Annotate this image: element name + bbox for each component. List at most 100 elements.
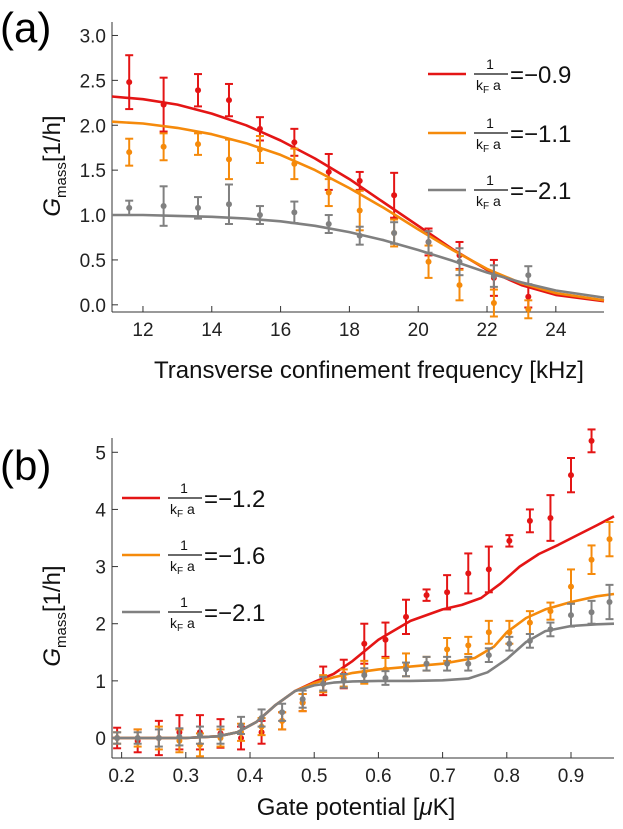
series-2-data-point [299,696,306,703]
legend-den-k: k [170,558,178,574]
legend-fraction-numerator: 1 [180,537,188,553]
y-tick-label: 0.0 [80,296,106,317]
series-1-data-point [126,149,133,156]
series-2-data-point [485,652,492,659]
series-2-data-point [465,660,472,667]
x-tick-label: 20 [408,320,429,341]
series-2-data-point [258,715,265,721]
series-2-data-point [196,732,203,739]
series-1-data-point [588,556,595,563]
x-tick-label: 0.4 [237,766,264,787]
series-0-data-point [361,640,368,647]
series-2-data-point [176,733,183,740]
legend-fraction-numerator: 1 [486,172,494,188]
panel-a-y-label-unit: [1/h] [39,115,66,162]
x-tick-label: 22 [476,320,497,341]
legend-fraction-denominator: kF a [476,193,501,212]
panel-a-y-axis-label: Gmass[1/h] [39,115,70,216]
panel-a-label: (a) [0,4,51,51]
legend-value: =−0.9 [510,62,571,89]
series-0-data-point [356,177,363,184]
legend-entry-0: 1 kF a =−0.9 [428,56,571,96]
legend-entry-2: 1kF a =−2.1 [428,172,571,212]
series-2-data-point [423,660,430,667]
legend-fraction-denominator: kF a [170,558,195,577]
legend-fraction-numerator: 1 [180,594,188,610]
series-0-data-point [225,97,232,104]
legend-den-k: k [476,136,484,152]
y-tick-label: 3.0 [80,26,106,47]
legend-fraction-numerator: 1 [486,56,494,72]
series-1-data-point [195,141,202,148]
series-0-data-point [256,125,263,132]
series-1-data-point [444,646,451,653]
panel-a-y-label-sub: mass [53,162,70,198]
series-0-data-point [465,570,472,577]
series-2-data-point [256,212,263,219]
legend-den-a: a [183,501,195,517]
y-tick-label: 2.0 [80,116,106,137]
series-2-data-point [403,666,410,673]
series-2-data-point [588,609,595,616]
legend-den-sub: F [177,623,183,634]
panel-b-axes: 0.2 0.3 0.4 0.5 0.6 0.7 0.8 0.9 0 1 2 3 4 5 [95,438,614,787]
y-tick-label: 1.5 [80,161,106,182]
legend-den-a: a [489,136,501,152]
x-tick-label: 0.8 [494,766,520,787]
series-1-data-point [547,608,554,615]
series-2-data-point [506,640,513,647]
panel-a-x-axis-label: Transverse confinement frequency [kHz] [154,357,584,384]
x-tick-label: 0.5 [301,766,327,787]
y-tick-label: 0.5 [80,251,106,272]
x-tick-label: 0.9 [558,766,584,787]
legend-den-sub: F [483,201,489,212]
series-1-data-point [291,160,298,167]
panel-b-y-label-sub: mass [53,612,70,648]
series-0-data-point [526,517,533,524]
series-2-data-point [325,221,332,228]
x-tick-label: 12 [132,320,153,341]
series-2-data-point [160,203,167,210]
series-2-data-point [291,209,298,216]
series-1-data-point [256,146,263,153]
series-2-data-point [126,204,133,211]
panel-b-x-label-mu: μ [418,794,432,821]
y-tick-label: 3 [95,558,106,579]
legend-den-k: k [476,77,484,93]
x-tick-label: 0.7 [429,766,455,787]
series-2-data-point [356,232,363,239]
y-tick-label: 1 [95,672,106,693]
series-2-data-point [361,672,368,679]
legend-fraction-denominator: kF a [170,501,195,520]
series-2-data-point [320,680,327,687]
y-tick-label: 0 [95,729,106,750]
series-1-data-point [506,629,513,636]
series-2-data-point [155,735,162,741]
legend-den-sub: F [483,85,489,96]
series-2-data-point [444,660,451,667]
panel-a-marks [111,54,605,320]
panel-b-y-label-unit: [1/h] [39,565,66,612]
series-1-data-point [485,629,492,636]
legend-den-a: a [183,558,195,574]
legend-fraction-denominator: kF a [476,77,501,96]
y-tick-label: 2 [95,615,106,636]
y-tick-label: 2.5 [80,71,106,92]
series-0-data-point [485,566,492,573]
legend-den-sub: F [483,144,489,155]
panel-a-chart: (a) 12 14 16 18 20 22 240.00.51.01.52.02.53.0 … [0,4,605,384]
series-2-data-point [567,612,574,619]
series-1-data-point [526,619,533,626]
panel-b-x-label-pre: Gate potential [ [257,794,420,821]
series-2-data-point [525,272,532,279]
panel-a-y-label-main: G [39,198,66,217]
series-2-data-point [279,709,286,716]
y-tick-label: 4 [95,500,106,521]
legend-entry-0: 1kF a =−1.2 [122,480,265,520]
series-0-data-point [325,168,332,175]
panel-b-y-axis-label: Gmass[1/h] [39,565,70,666]
y-tick-label: 5 [95,443,106,464]
